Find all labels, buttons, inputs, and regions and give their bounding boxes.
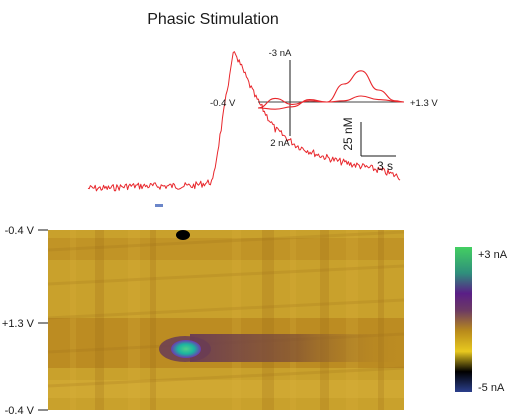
heatmap-stripe [232, 230, 241, 410]
heatmap-streak [47, 264, 405, 286]
heatmap-streak [47, 366, 405, 388]
colorbar-max-label: +3 nA [478, 249, 508, 261]
cv-forward-trace [257, 70, 405, 109]
heatmap-stripe [128, 230, 140, 410]
heatmap-streak [47, 298, 405, 320]
stimulus-marker [155, 204, 163, 207]
heatmap-stripe [262, 230, 274, 410]
scale-bar-x-label: 3 s [377, 159, 393, 173]
color-plot: -0.4 V +1.3 V -0.4 V [2, 225, 405, 417]
y-tick-label-0: -0.4 V [5, 225, 35, 237]
heatmap-band [48, 380, 404, 398]
colorbar: +3 nA -5 nA [455, 247, 508, 394]
heatmap-hotspot [171, 340, 201, 358]
chart-title: Phasic Stimulation [147, 11, 279, 28]
heatmap-band [48, 238, 404, 260]
heatmap-texture [47, 230, 405, 410]
cv-top-label: -3 nA [269, 48, 292, 59]
heatmap-streak [47, 230, 405, 252]
heatmap-stripe [320, 230, 329, 410]
heatmap-tail [190, 334, 404, 362]
cv-bottom-label: 2 nA [270, 138, 290, 149]
heatmap-stripe [378, 230, 384, 410]
y-tick-label-1: +1.3 V [2, 318, 35, 330]
heatmap-stripe [290, 230, 296, 410]
heatmap-negative-spot [176, 230, 190, 240]
heatmap-stripe [150, 230, 156, 410]
cv-right-label: +1.3 V [410, 98, 438, 109]
colorbar-min-label: -5 nA [478, 382, 505, 394]
heatmap-stripe [346, 230, 358, 410]
y-tick-label-2: -0.4 V [5, 405, 35, 417]
cv-inset: -3 nA 2 nA -0.4 V +1.3 V [210, 48, 438, 149]
cv-return-trace [257, 95, 405, 110]
concentration-trace [87, 51, 401, 192]
heatmap-stripe [70, 230, 76, 410]
heatmap-stripe [95, 230, 104, 410]
cv-left-label: -0.4 V [210, 98, 236, 109]
colorbar-gradient [455, 247, 472, 392]
scale-bar-y-label: 25 nM [341, 117, 355, 150]
trace-panel: 25 nM 3 s [87, 51, 401, 207]
